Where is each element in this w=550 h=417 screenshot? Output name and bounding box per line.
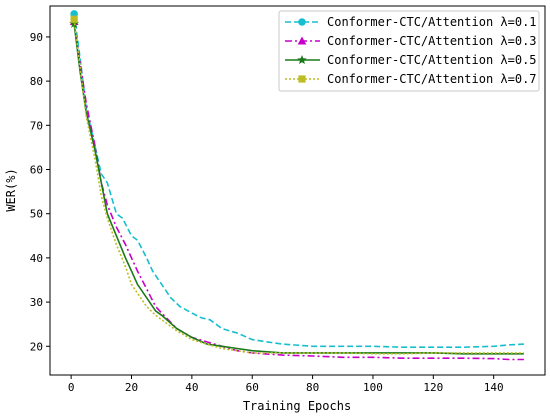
x-tick-label: 60: [246, 381, 259, 394]
y-tick-label: 30: [30, 296, 43, 309]
legend-label-3: Conformer-CTC/Attention λ=0.5: [327, 53, 537, 67]
x-tick-label: 20: [125, 381, 138, 394]
y-tick-label: 70: [30, 119, 43, 132]
series-line-4: [73, 19, 524, 355]
x-tick-label: 100: [363, 381, 383, 394]
legend: Conformer-CTC/Attention λ=0.1 Conformer-C…: [278, 10, 540, 92]
y-axis-ticks: 20 30 40 50 60 70 80 90: [30, 31, 50, 353]
x-tick-label: 0: [68, 381, 75, 394]
legend-label-1: Conformer-CTC/Attention λ=0.1: [327, 15, 537, 29]
y-tick-label: 50: [30, 208, 43, 221]
legend-marker-1: [298, 18, 306, 26]
series-line-1: [73, 13, 524, 348]
legend-label-2: Conformer-CTC/Attention λ=0.3: [327, 34, 537, 48]
x-axis-ticks: 0 20 40 60 80 100 120 140: [68, 375, 504, 394]
x-axis-title: Training Epochs: [243, 399, 351, 413]
x-tick-label: 80: [306, 381, 319, 394]
series-marker-4: [70, 15, 78, 23]
legend-marker-4: [298, 75, 306, 83]
y-tick-label: 80: [30, 75, 43, 88]
x-tick-label: 120: [423, 381, 443, 394]
y-axis-title: WER(%): [4, 168, 18, 211]
x-tick-label: 140: [484, 381, 504, 394]
series-marker-3: [69, 18, 79, 28]
y-tick-label: 60: [30, 164, 43, 177]
y-tick-label: 20: [30, 340, 43, 353]
series-line-3: [73, 23, 524, 355]
series-layer: [69, 10, 524, 361]
x-tick-label: 40: [185, 381, 198, 394]
legend-marker-3: [297, 55, 307, 64]
legend-box: [278, 10, 540, 92]
legend-marker-2: [297, 36, 307, 45]
y-tick-label: 40: [30, 252, 43, 265]
legend-label-4: Conformer-CTC/Attention λ=0.7: [327, 72, 537, 86]
y-tick-label: 90: [30, 31, 43, 44]
